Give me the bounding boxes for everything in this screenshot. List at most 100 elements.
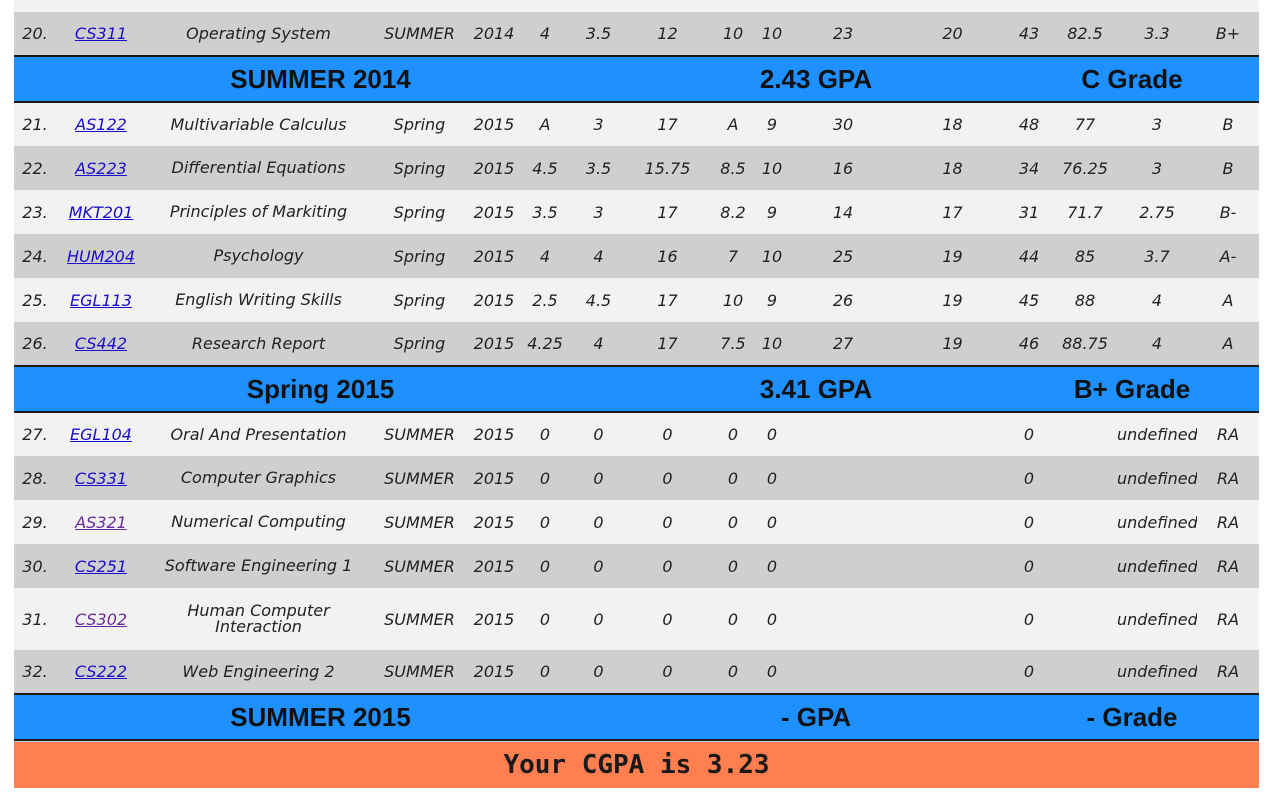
- grade-points: 3.3: [1117, 12, 1197, 56]
- mark-cell: 0: [1005, 544, 1053, 588]
- course-code-link[interactable]: HUM204: [66, 246, 136, 266]
- mark-cell: 16: [627, 234, 708, 278]
- letter-grade: A-: [1197, 234, 1259, 278]
- course-code-link[interactable]: AS223: [75, 158, 127, 178]
- course-code-link[interactable]: EGL113: [70, 290, 132, 310]
- row-number: 26.: [14, 322, 56, 366]
- mark-cell: 0: [708, 650, 758, 694]
- table-row: 24. HUM204 Psychology Spring 2015 4 4 16…: [14, 234, 1259, 278]
- course-term: SUMMER: [371, 544, 468, 588]
- course-name: Psychology: [146, 234, 371, 278]
- mark-cell: 20: [900, 12, 1005, 56]
- letter-grade: RA: [1197, 456, 1259, 500]
- mark-cell: 14: [786, 190, 900, 234]
- course-code-link[interactable]: AS122: [75, 115, 127, 134]
- row-number: 22.: [14, 146, 56, 190]
- table-row: 25. EGL113 English Writing Skills Spring…: [14, 278, 1259, 322]
- mark-cell: 0: [758, 544, 786, 588]
- row-number: 23.: [14, 190, 56, 234]
- row-number: 31.: [14, 588, 56, 650]
- term-summary-row: SUMMER 2014 2.43 GPA C Grade: [14, 55, 1259, 103]
- course-code-link[interactable]: CS442: [74, 334, 128, 353]
- grade-points: undefined: [1117, 412, 1197, 456]
- summary-grade: B+ Grade: [1005, 365, 1259, 413]
- course-code-link[interactable]: MKT201: [68, 202, 134, 222]
- table-row: 23. MKT201 Principles of Markiting Sprin…: [14, 190, 1259, 234]
- letter-grade: RA: [1197, 588, 1259, 650]
- mark-cell: 0: [627, 650, 708, 694]
- mark-cell: [900, 456, 1005, 500]
- mark-cell: 18: [900, 146, 1005, 190]
- mark-cell: 0: [570, 456, 627, 500]
- course-code-link[interactable]: CS222: [74, 662, 128, 681]
- mark-cell: 10: [708, 278, 758, 322]
- mark-cell: 0: [570, 588, 627, 650]
- course-year: 2015: [468, 190, 520, 234]
- mark-cell: 0: [708, 544, 758, 588]
- course-name: Human Computer Interaction: [146, 588, 371, 650]
- total-marks: [1053, 456, 1117, 500]
- course-code-link[interactable]: AS321: [75, 512, 127, 532]
- mark-cell: 9: [758, 278, 786, 322]
- summary-gpa: 3.41 GPA: [627, 365, 1005, 413]
- table-row: 26. CS442 Research Report Spring 2015 4.…: [14, 322, 1259, 366]
- term-summary-row: Spring 2015 3.41 GPA B+ Grade: [14, 365, 1259, 413]
- mark-cell: [900, 544, 1005, 588]
- letter-grade: RA: [1197, 650, 1259, 694]
- mark-cell: 0: [708, 588, 758, 650]
- letter-grade: RA: [1197, 500, 1259, 544]
- course-year: 2015: [468, 322, 520, 366]
- total-marks: [1053, 544, 1117, 588]
- course-term: Spring: [371, 146, 468, 190]
- mark-cell: 0: [627, 544, 708, 588]
- course-code-link[interactable]: CS311: [74, 24, 128, 43]
- table-row: 20. CS311 Operating System SUMMER 2014 4…: [14, 12, 1259, 56]
- total-marks: 71.7: [1053, 190, 1117, 234]
- mark-cell: 17: [900, 190, 1005, 234]
- grade-points: undefined: [1117, 650, 1197, 694]
- mark-cell: [900, 412, 1005, 456]
- course-term: Spring: [371, 190, 468, 234]
- mark-cell: 0: [758, 412, 786, 456]
- course-code-link[interactable]: CS302: [74, 609, 128, 629]
- mark-cell: [786, 588, 900, 650]
- mark-cell: 0: [520, 588, 570, 650]
- course-code-link[interactable]: EGL104: [70, 425, 132, 444]
- mark-cell: 10: [758, 146, 786, 190]
- total-marks: [1053, 500, 1117, 544]
- summary-grade: C Grade: [1005, 55, 1259, 103]
- mark-cell: 31: [1005, 190, 1053, 234]
- mark-cell: 0: [758, 650, 786, 694]
- row-number: 28.: [14, 456, 56, 500]
- mark-cell: 0: [627, 588, 708, 650]
- letter-grade: B+: [1197, 12, 1259, 56]
- mark-cell: [786, 500, 900, 544]
- course-term: SUMMER: [371, 412, 468, 456]
- grade-points: 3.7: [1117, 234, 1197, 278]
- total-marks: 76.25: [1053, 146, 1117, 190]
- course-term: Spring: [371, 322, 468, 366]
- mark-cell: 4.25: [520, 322, 570, 366]
- row-number: 27.: [14, 412, 56, 456]
- course-name: Oral And Presentation: [146, 412, 371, 456]
- row-number: 25.: [14, 278, 56, 322]
- course-code-link[interactable]: CS251: [74, 556, 128, 576]
- grades-page: 20. CS311 Operating System SUMMER 2014 4…: [14, 0, 1259, 800]
- mark-cell: 0: [708, 500, 758, 544]
- mark-cell: 0: [1005, 412, 1053, 456]
- course-code-link[interactable]: CS331: [74, 468, 128, 488]
- mark-cell: 12: [627, 12, 708, 56]
- letter-grade: A: [1197, 322, 1259, 366]
- mark-cell: 10: [708, 12, 758, 56]
- mark-cell: 0: [520, 456, 570, 500]
- table-row: 28. CS331 Computer Graphics SUMMER 2015 …: [14, 456, 1259, 500]
- mark-cell: 3: [570, 102, 627, 146]
- letter-grade: B: [1197, 102, 1259, 146]
- mark-cell: 8.5: [708, 146, 758, 190]
- mark-cell: A: [520, 102, 570, 146]
- mark-cell: 30: [786, 102, 900, 146]
- course-year: 2015: [468, 146, 520, 190]
- course-name: Numerical Computing: [146, 500, 371, 544]
- mark-cell: 17: [627, 190, 708, 234]
- letter-grade: A: [1197, 278, 1259, 322]
